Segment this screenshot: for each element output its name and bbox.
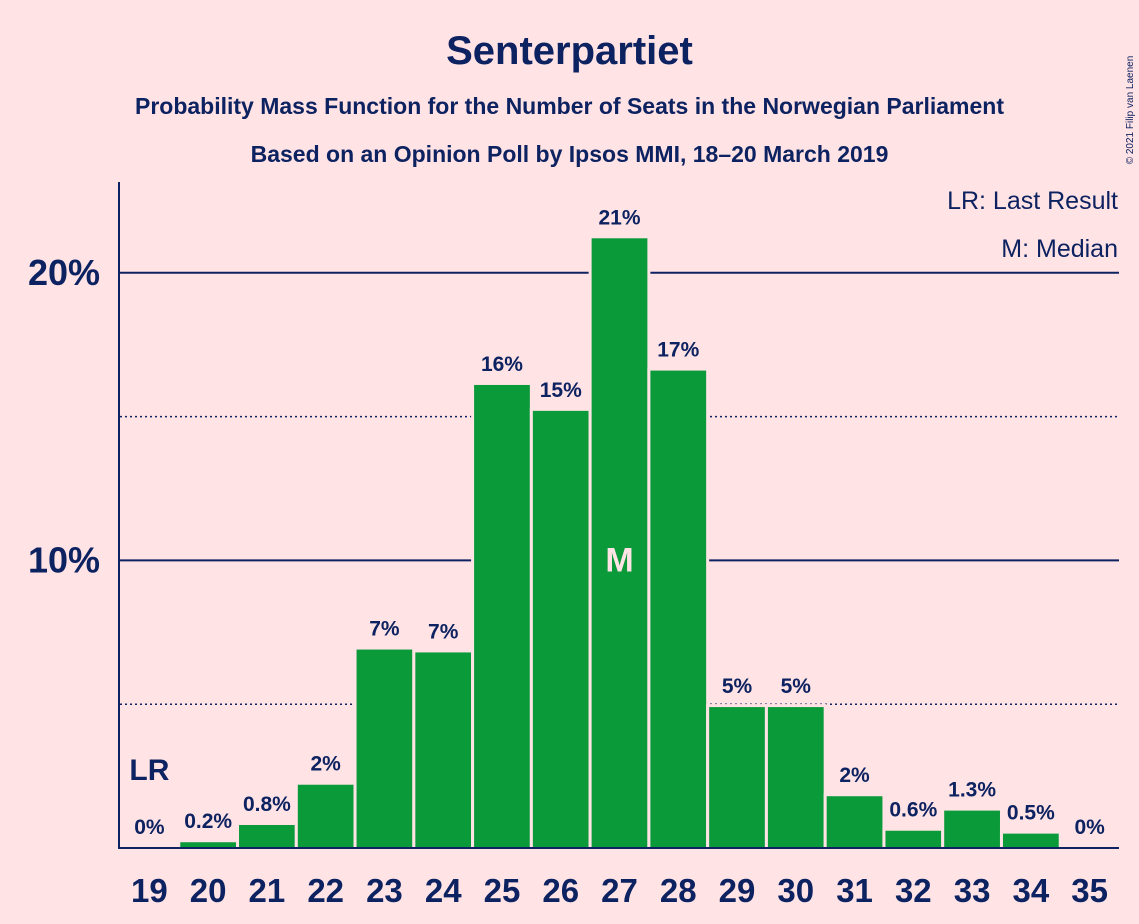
bar-32 bbox=[885, 830, 942, 848]
x-tick-label: 20 bbox=[190, 872, 227, 909]
bar-24 bbox=[415, 652, 472, 848]
x-tick-label: 30 bbox=[777, 872, 814, 909]
bar-value-label: 15% bbox=[540, 379, 582, 402]
bar-value-label: 0% bbox=[134, 816, 165, 839]
x-tick-label: 22 bbox=[307, 872, 344, 909]
markers: LR M bbox=[129, 541, 633, 787]
bar-value-label: 1.3% bbox=[948, 779, 996, 802]
x-tick-label: 24 bbox=[425, 872, 462, 909]
bar-value-label: 2% bbox=[310, 753, 341, 776]
x-tick-label: 33 bbox=[954, 872, 991, 909]
bar-34 bbox=[1002, 833, 1059, 848]
bar-value-label: 0.8% bbox=[243, 793, 291, 816]
bar-22 bbox=[297, 784, 354, 848]
chart-title: Senterpartiet bbox=[446, 29, 693, 73]
x-tick-label: 34 bbox=[1012, 872, 1049, 909]
bar-21 bbox=[239, 824, 295, 848]
bar-value-label: 0.5% bbox=[1007, 802, 1055, 825]
bar-29 bbox=[709, 707, 765, 848]
x-tick-label: 28 bbox=[660, 872, 697, 909]
bar-33 bbox=[944, 810, 1000, 848]
bar-25 bbox=[474, 384, 530, 848]
bar-27 bbox=[591, 238, 648, 849]
x-axis-tick-labels: 19 20 21 22 23 24 25 26 27 28 29 30 31 32 33 34 35 bbox=[131, 872, 1108, 909]
legend-median: M: Median bbox=[1001, 235, 1118, 263]
chart-subtitle: Probability Mass Function for the Number… bbox=[135, 93, 1004, 119]
chart-subtitle-2: Based on an Opinion Poll by Ipsos MMI, 1… bbox=[251, 141, 889, 167]
y-axis-tick-labels: 10% 20% bbox=[28, 252, 100, 581]
bar-value-label: 2% bbox=[839, 764, 870, 787]
bar-value-label: 17% bbox=[657, 339, 699, 362]
bar-value-label: 7% bbox=[428, 620, 459, 643]
bar-23 bbox=[356, 649, 413, 848]
bar-value-label: 5% bbox=[722, 675, 753, 698]
y-tick-label: 20% bbox=[28, 252, 100, 293]
x-tick-label: 25 bbox=[484, 872, 521, 909]
x-tick-label: 35 bbox=[1071, 872, 1108, 909]
bar-value-labels: 0% 0.2% 0.8% 2% 7% 7% 16% 15% 21% 17% 5% 5% 2% 0.6% 1.… bbox=[134, 206, 1105, 839]
x-tick-label: 29 bbox=[719, 872, 756, 909]
legend-last-result: LR: Last Result bbox=[947, 187, 1118, 215]
last-result-marker: LR bbox=[129, 754, 169, 787]
bar-value-label: 5% bbox=[781, 675, 812, 698]
x-tick-label: 31 bbox=[836, 872, 873, 909]
bar-26 bbox=[532, 410, 589, 848]
x-tick-label: 21 bbox=[249, 872, 286, 909]
bar-value-label: 21% bbox=[598, 206, 640, 229]
x-tick-label: 19 bbox=[131, 872, 168, 909]
bar-value-label: 0% bbox=[1074, 816, 1105, 839]
bars bbox=[177, 235, 1062, 849]
y-tick-label: 10% bbox=[28, 539, 100, 580]
bar-20 bbox=[180, 842, 237, 848]
copyright-note: © 2021 Filip van Laenen bbox=[1125, 56, 1136, 165]
bar-28 bbox=[650, 370, 707, 848]
bar-value-label: 7% bbox=[369, 618, 400, 641]
x-tick-label: 27 bbox=[601, 872, 638, 909]
x-tick-label: 26 bbox=[542, 872, 579, 909]
bar-30 bbox=[767, 707, 824, 848]
bar-31 bbox=[826, 796, 883, 848]
bar-value-label: 0.2% bbox=[184, 810, 232, 833]
median-marker: M bbox=[605, 541, 633, 579]
bar-value-label: 0.6% bbox=[889, 799, 937, 822]
bar-value-label: 16% bbox=[481, 353, 523, 376]
x-tick-label: 23 bbox=[366, 872, 403, 909]
x-tick-label: 32 bbox=[895, 872, 932, 909]
